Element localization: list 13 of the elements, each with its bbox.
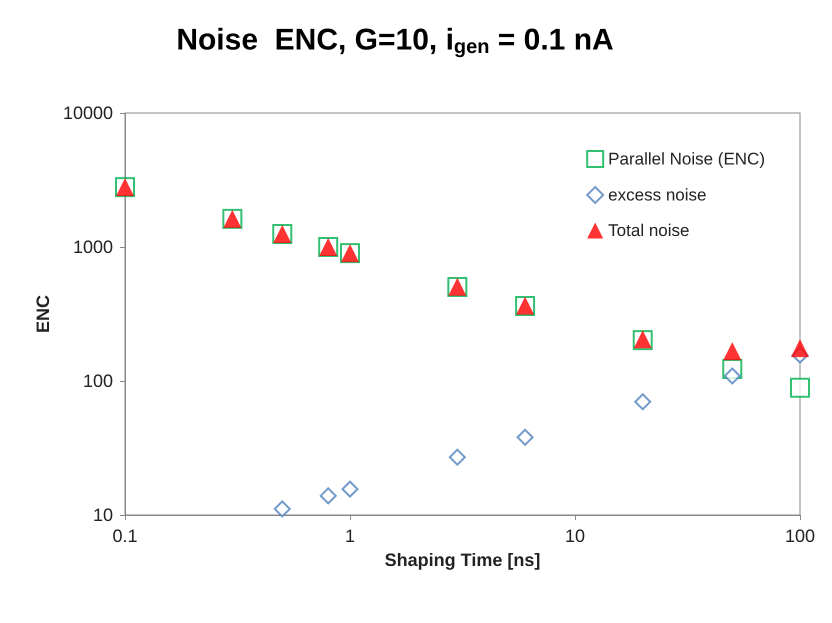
x-tick-label: 100 xyxy=(784,526,816,546)
y-tick-label: 10000 xyxy=(62,103,113,123)
x-tick-label: 1 xyxy=(344,526,356,546)
y-tick-label: 1000 xyxy=(72,237,113,257)
y-tick-label: 10 xyxy=(92,505,113,525)
y-axis-title: ENC xyxy=(33,294,54,334)
x-tick-label: 0.1 xyxy=(112,526,138,546)
legend-label: excess noise xyxy=(608,186,706,204)
x-axis-title: Shaping Time [ns] xyxy=(384,550,540,570)
y-tick-label: 100 xyxy=(82,371,113,391)
x-tick-label: 10 xyxy=(564,526,586,546)
legend-label: Parallel Noise (ENC) xyxy=(608,150,766,168)
legend-label: Total noise xyxy=(608,221,690,240)
